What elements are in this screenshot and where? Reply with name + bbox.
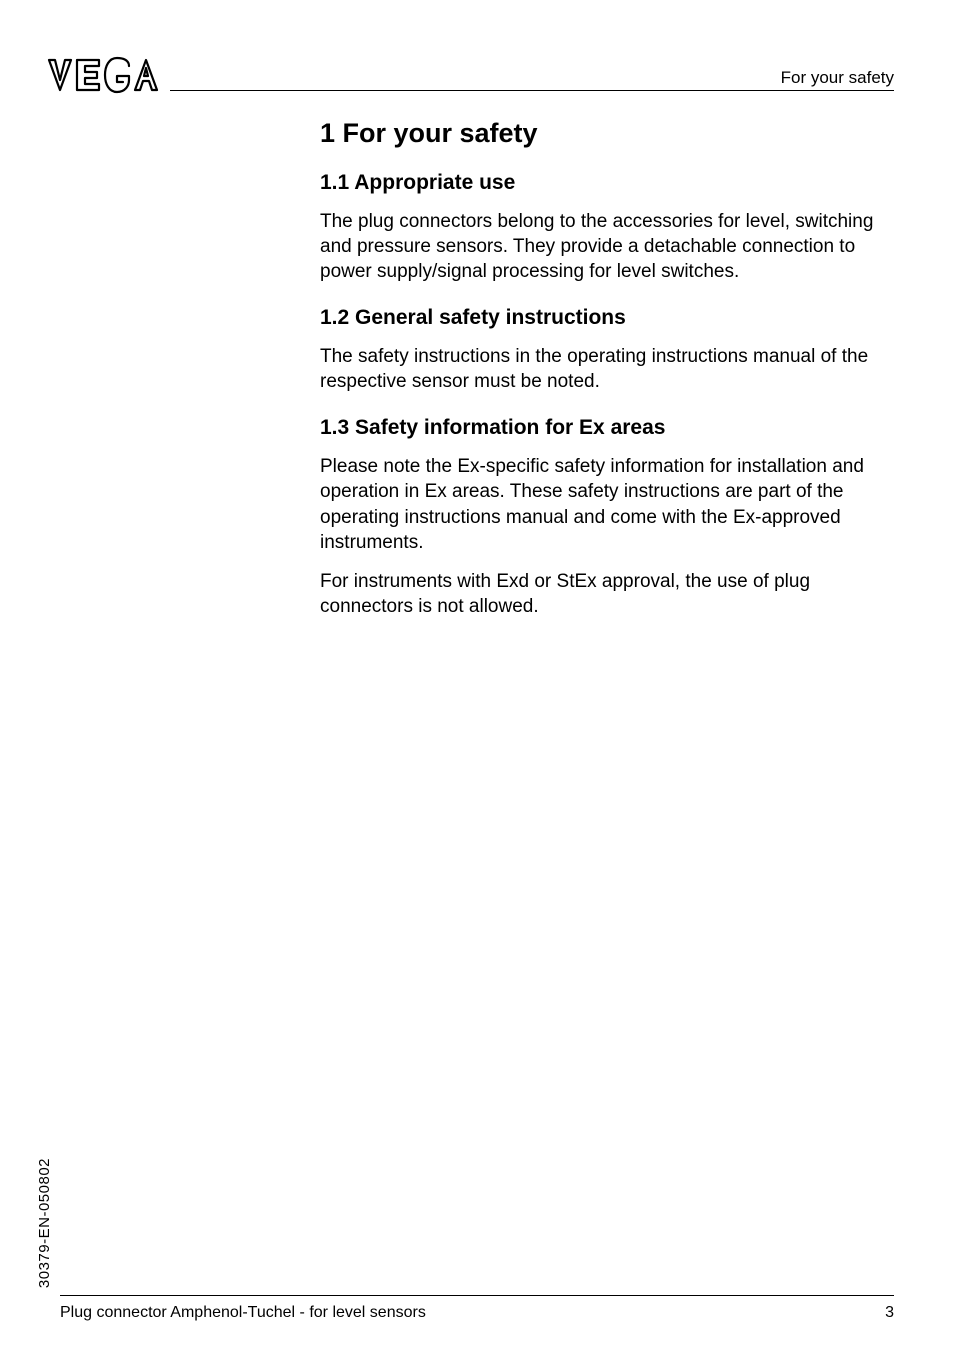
body-paragraph: The safety instructions in the operating… bbox=[320, 344, 894, 394]
page-number: 3 bbox=[885, 1304, 894, 1322]
section-heading-1: 1.1 Appropriate use bbox=[320, 171, 894, 195]
header-section-label: For your safety bbox=[781, 68, 894, 88]
header-rule bbox=[170, 90, 894, 91]
vega-logo bbox=[45, 56, 175, 103]
body-paragraph: For instruments with Exd or StEx approva… bbox=[320, 569, 894, 619]
footer-rule bbox=[60, 1295, 894, 1296]
content-area: 1 For your safety 1.1 Appropriate use Th… bbox=[320, 118, 894, 633]
page: For your safety 1 For your safety 1.1 Ap… bbox=[0, 0, 954, 1352]
body-paragraph: The plug connectors belong to the access… bbox=[320, 209, 894, 284]
chapter-title: 1 For your safety bbox=[320, 118, 894, 149]
section-heading-2: 1.2 General safety instructions bbox=[320, 306, 894, 330]
document-code: 30379-EN-050802 bbox=[36, 1158, 53, 1288]
footer-text: Plug connector Amphenol-Tuchel - for lev… bbox=[60, 1304, 426, 1322]
body-paragraph: Please note the Ex-specific safety infor… bbox=[320, 454, 894, 554]
section-heading-3: 1.3 Safety information for Ex areas bbox=[320, 416, 894, 440]
